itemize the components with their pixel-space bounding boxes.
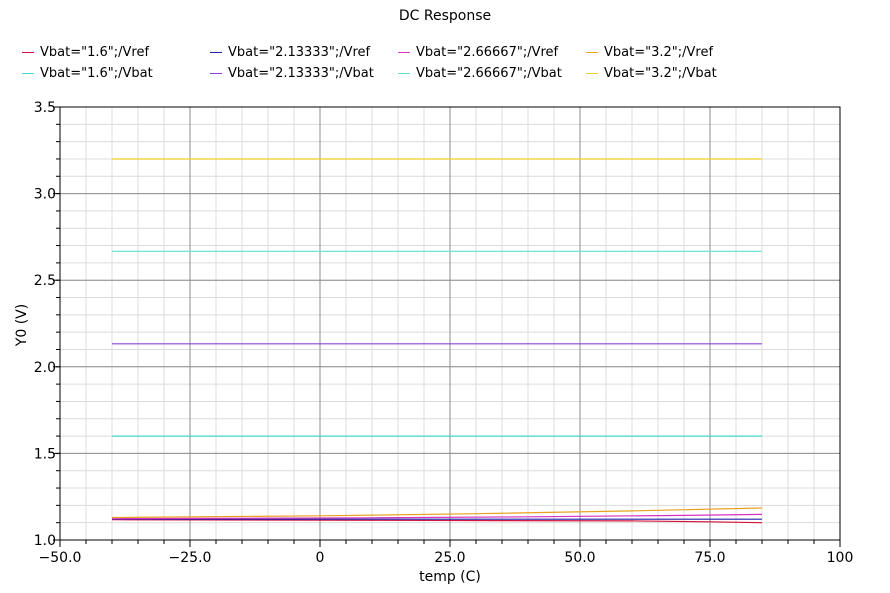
legend: Vbat="1.6";/Vref Vbat="1.6";/Vbat Vbat="… [0,40,890,86]
legend-label: Vbat="2.13333";/Vref [228,44,371,60]
series-line [111,519,763,524]
x-tick-label: 0 [316,550,325,566]
legend-item[interactable]: Vbat="2.66667";/Vref [398,42,558,62]
y-tick-label: 1.5 [34,446,56,462]
x-axis-title: temp (C) [419,569,481,585]
legend-label: Vbat="2.13333";/Vbat [228,65,374,81]
legend-label: Vbat="1.6";/Vref [40,44,150,60]
legend-item[interactable]: Vbat="2.13333";/Vbat [210,63,374,83]
axis-ticks [53,106,841,547]
legend-label: Vbat="3.2";/Vbat [604,65,717,81]
legend-swatch [22,51,34,53]
x-tick-label: −50.0 [39,550,82,566]
legend-label: Vbat="3.2";/Vref [604,44,714,60]
major-grid [59,106,841,541]
x-tick-label: 75.0 [694,550,725,566]
legend-swatch [210,51,222,53]
x-tick-label: 25.0 [434,550,465,566]
series-layer [111,158,763,524]
y-tick-label: 1.0 [34,533,56,549]
legend-swatch [586,72,598,74]
legend-swatch [586,51,598,53]
x-tick-label: 50.0 [564,550,595,566]
legend-swatch [22,72,34,74]
series-line [111,513,763,520]
legend-swatch [210,72,222,74]
y-tick-label: 3.0 [34,187,56,203]
legend-item[interactable]: Vbat="1.6";/Vbat [22,63,153,83]
series-line [111,507,763,519]
legend-item[interactable]: Vbat="3.2";/Vref [586,42,713,62]
legend-label: Vbat="2.66667";/Vbat [416,65,562,81]
legend-item[interactable]: Vbat="3.2";/Vbat [586,63,717,83]
y-axis-title: Y0 (V) [14,304,30,347]
y-tick-label: 2.5 [34,273,56,289]
legend-label: Vbat="2.66667";/Vref [416,44,559,60]
y-tick-labels: 1.0 1.5 2.0 2.5 3.0 3.5 [34,100,56,549]
y-tick-label: 3.5 [34,100,56,116]
legend-swatch [398,51,410,53]
legend-item[interactable]: Vbat="1.6";/Vref [22,42,149,62]
x-tick-labels: −50.0 −25.0 0 25.0 50.0 75.0 100 [39,550,854,566]
legend-item[interactable]: Vbat="2.13333";/Vref [210,42,370,62]
y-tick-label: 2.0 [34,360,56,376]
legend-label: Vbat="1.6";/Vbat [40,65,153,81]
x-tick-label: −25.0 [169,550,212,566]
x-tick-label: 100 [827,550,854,566]
legend-swatch [398,72,410,74]
legend-item[interactable]: Vbat="2.66667";/Vbat [398,63,562,83]
chart-title: DC Response [398,8,492,24]
